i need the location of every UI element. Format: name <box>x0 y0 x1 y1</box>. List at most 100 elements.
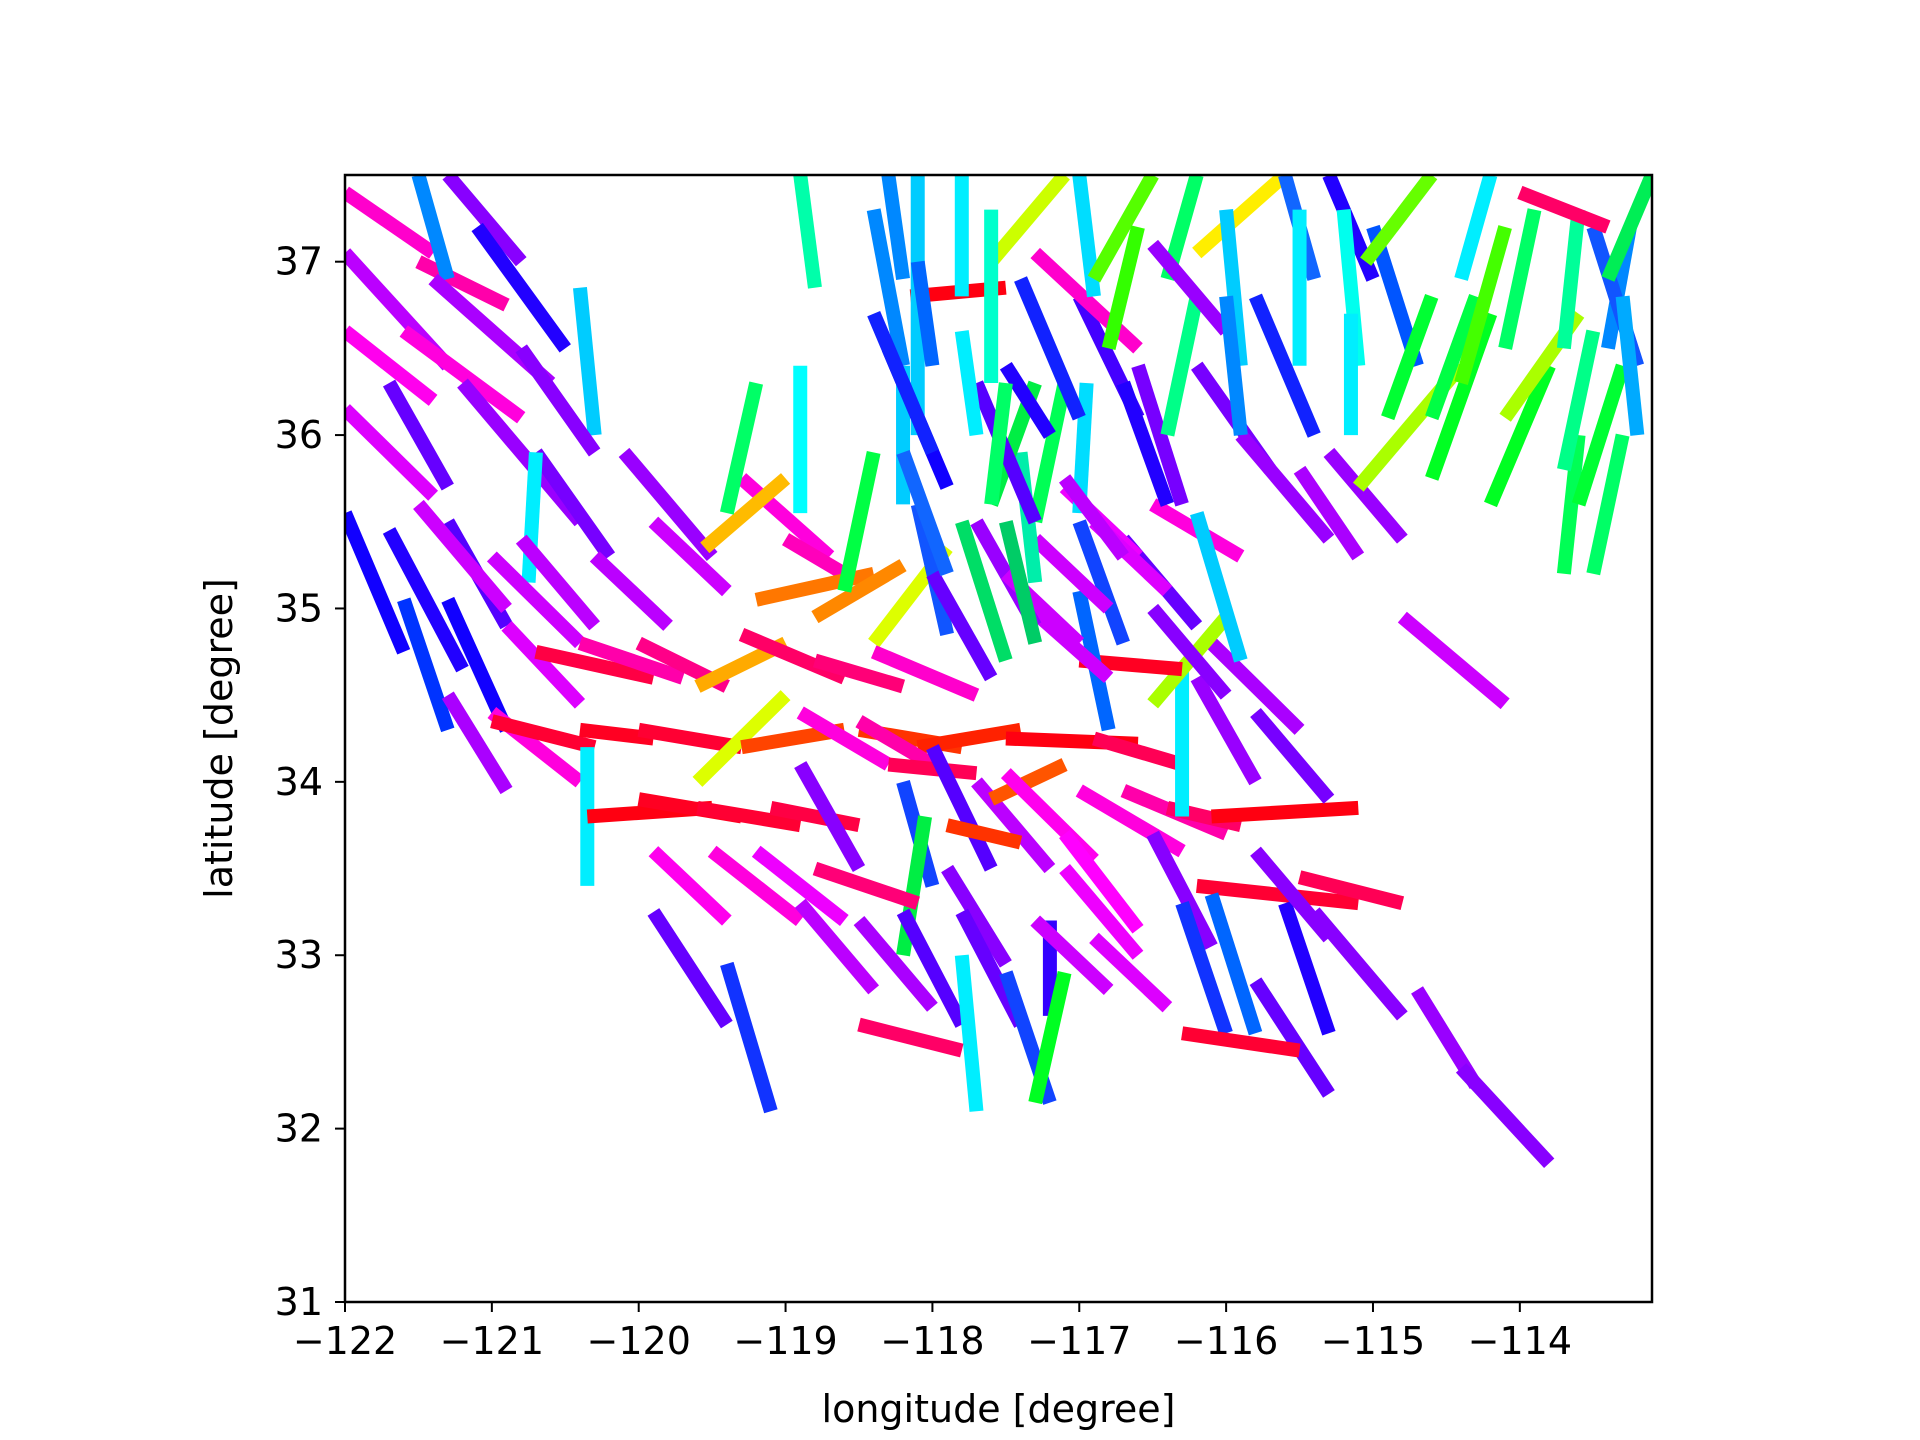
stick-11 <box>382 379 454 491</box>
stick-193 <box>793 175 822 289</box>
y-tick-label: 32 <box>275 1107 323 1151</box>
stick-196 <box>867 310 939 456</box>
stick-27 <box>501 621 586 709</box>
stick-63 <box>794 761 866 872</box>
stick-74 <box>1196 878 1360 911</box>
stick-117 <box>1147 603 1232 700</box>
stick-10 <box>345 404 439 501</box>
stick-9 <box>573 287 602 436</box>
stick-0 <box>345 186 438 259</box>
stick-95 <box>1059 829 1144 934</box>
stick-129 <box>955 519 1013 663</box>
y-tick-label: 33 <box>275 933 323 977</box>
stick-171 <box>1381 293 1439 421</box>
stick-132 <box>1028 381 1072 524</box>
stick-17 <box>382 527 469 673</box>
stick-49 <box>837 450 881 593</box>
stick-174 <box>1425 293 1483 421</box>
stick-16 <box>345 510 411 655</box>
stick-145 <box>1235 430 1335 544</box>
stick-94 <box>1028 971 1072 1105</box>
stick-44 <box>719 381 764 515</box>
stick-162 <box>1219 295 1248 436</box>
stick-7 <box>399 325 526 424</box>
stick-107 <box>1397 611 1510 710</box>
stick-159 <box>1147 239 1232 336</box>
stick-85 <box>896 908 968 1028</box>
stick-134 <box>1058 474 1129 561</box>
stick-1 <box>415 255 510 312</box>
stick-2 <box>411 175 455 281</box>
stick-160 <box>1192 175 1290 259</box>
stick-128 <box>999 520 1043 645</box>
stick-161 <box>1219 209 1248 367</box>
y-axis: 31 32 33 34 35 36 37 <box>275 240 345 1324</box>
stick-195 <box>896 450 954 577</box>
stick-28 <box>441 691 513 795</box>
y-tick-label: 31 <box>275 1280 323 1324</box>
stick-92 <box>1059 864 1144 960</box>
stick-98 <box>1204 892 1263 1036</box>
stick-102 <box>1249 977 1335 1098</box>
stick-42 <box>782 533 848 580</box>
x-tick-label: −117 <box>1027 1319 1131 1363</box>
stick-142 <box>1116 380 1174 507</box>
stick-183 <box>1571 363 1630 507</box>
stick-158 <box>1160 294 1204 437</box>
x-tick-label: −119 <box>733 1319 837 1363</box>
stick-104 <box>857 1017 964 1058</box>
stick-39 <box>696 800 802 833</box>
stick-106 <box>1455 1063 1555 1169</box>
stick-30 <box>534 644 655 685</box>
stick-180 <box>1556 434 1586 575</box>
stick-138 <box>954 330 984 437</box>
stick-140 <box>984 382 1013 506</box>
stick-99 <box>1278 900 1336 1036</box>
stick-22 <box>486 551 585 649</box>
y-tick-label: 35 <box>275 586 323 630</box>
stick-14 <box>530 448 616 561</box>
stick-20 <box>397 597 455 733</box>
stick-148 <box>1014 276 1086 421</box>
stick-190 <box>881 175 910 281</box>
stick-187 <box>1615 295 1645 436</box>
stick-163 <box>1249 293 1321 438</box>
stick-77 <box>812 861 920 910</box>
sticks-layer <box>345 175 1652 1169</box>
stick-135 <box>970 380 1042 525</box>
stick-73 <box>1211 800 1359 824</box>
stick-83 <box>647 908 733 1029</box>
stick-101 <box>1308 907 1408 1021</box>
stick-35 <box>637 722 743 755</box>
stick-147 <box>1323 447 1408 544</box>
stick-54 <box>692 690 791 787</box>
stick-78 <box>648 846 732 926</box>
stick-25 <box>618 447 718 561</box>
stick-15 <box>521 452 543 583</box>
x-tick-label: −116 <box>1174 1319 1278 1363</box>
stick-3 <box>442 175 527 267</box>
y-axis-label: latitude [degree] <box>197 578 241 899</box>
stick-149 <box>1030 247 1143 354</box>
y-tick-label: 37 <box>275 240 323 284</box>
stick-80 <box>751 845 849 927</box>
stick-150 <box>985 175 1070 267</box>
stick-88 <box>954 954 984 1112</box>
stick-57 <box>916 722 1022 755</box>
stick-61 <box>855 715 936 771</box>
stick-109 <box>1190 674 1262 786</box>
stick-189 <box>1517 185 1611 234</box>
stick-91 <box>1030 915 1114 995</box>
stick-96 <box>1146 830 1218 950</box>
stick-184 <box>1556 208 1586 350</box>
stick-125 <box>926 570 998 682</box>
stick-31 <box>577 636 686 685</box>
stick-110 <box>1250 707 1335 804</box>
stick-103 <box>1181 1026 1301 1058</box>
stick-84 <box>720 961 778 1114</box>
stick-62 <box>887 757 978 781</box>
stick-177 <box>1484 362 1556 508</box>
stick-155 <box>1087 175 1159 283</box>
stick-66 <box>971 777 1056 874</box>
